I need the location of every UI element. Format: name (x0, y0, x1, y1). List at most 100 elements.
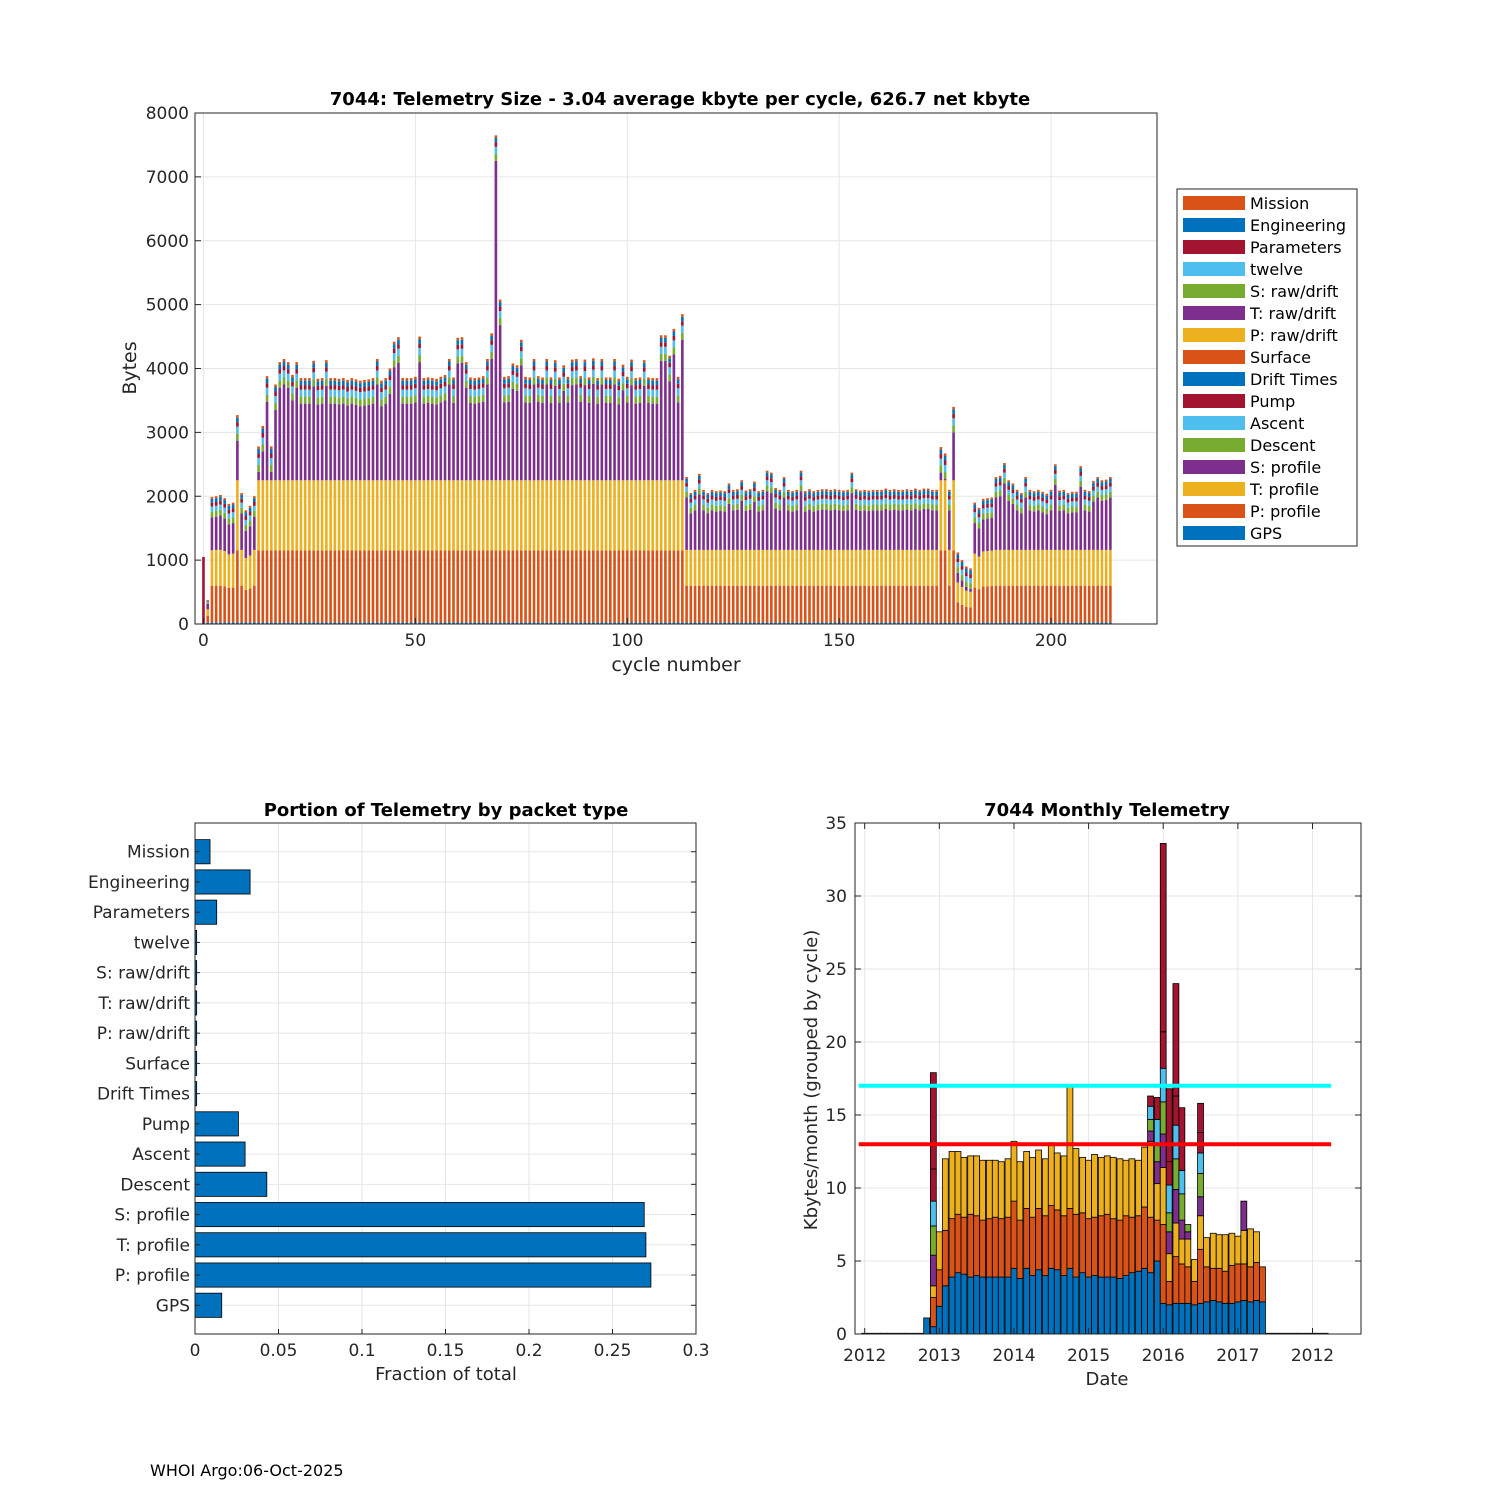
bar-segment (630, 371, 633, 379)
month-bar-segment (1072, 1276, 1080, 1335)
bar-segment (536, 387, 540, 395)
bar-segment (960, 562, 964, 566)
bar-segment (901, 489, 905, 492)
bar-segment (261, 444, 265, 452)
bar-segment (867, 490, 871, 493)
bar-segment (363, 550, 366, 623)
bar-segment (583, 385, 587, 481)
bar-segment (863, 489, 866, 492)
month-bar-segment (1197, 1102, 1204, 1133)
x-tick-label: 50 (405, 631, 427, 651)
bar-segment (753, 585, 756, 623)
bar-segment (791, 500, 794, 506)
month-bar-segment (1085, 1276, 1092, 1335)
bar-segment (672, 340, 676, 348)
bar-segment (871, 585, 875, 623)
bar-segment (206, 609, 210, 617)
bar-segment (269, 471, 273, 481)
bar-segment (1062, 549, 1066, 586)
bar-segment (380, 622, 383, 624)
bar-segment (405, 396, 409, 404)
bar-segment (613, 361, 616, 366)
bar-segment (655, 385, 659, 390)
bar-segment (342, 480, 345, 551)
month-bar-segment (1128, 1272, 1136, 1335)
bar-segment (621, 364, 625, 368)
bar-segment (892, 489, 896, 492)
bar-segment (363, 387, 366, 392)
bar-segment (1015, 495, 1019, 500)
bar-segment (460, 550, 464, 623)
bar-segment (952, 622, 955, 624)
bar-segment (625, 550, 629, 623)
bar-segment (774, 489, 777, 494)
bar-segment (770, 478, 773, 483)
bar-segment (541, 622, 544, 624)
bar-segment (998, 622, 1002, 624)
month-bar-segment (1159, 1031, 1167, 1069)
bar-segment (575, 550, 578, 623)
bar-segment (964, 568, 968, 573)
bar-segment (778, 495, 782, 500)
bar-segment (431, 622, 434, 624)
bar-segment (1100, 482, 1104, 487)
bar-segment (748, 509, 752, 550)
month-bar-segment (1209, 1232, 1217, 1269)
bar-segment (1041, 491, 1044, 494)
bar-segment (617, 404, 621, 481)
month-bar-segment (1091, 1154, 1098, 1218)
bar-segment (863, 504, 866, 511)
bar-segment (617, 381, 621, 386)
bar-segment (774, 549, 777, 586)
bar-segment (964, 572, 968, 577)
bar-segment (1007, 622, 1010, 624)
bar-segment (1003, 622, 1006, 624)
bar-segment (820, 491, 824, 495)
bar-segment (507, 622, 510, 624)
bar-segment (219, 494, 222, 497)
bar-segment (507, 376, 510, 379)
bar-segment (447, 365, 451, 371)
legend-label: T: profile (1249, 480, 1319, 499)
bar-segment (1028, 549, 1032, 586)
bar-segment (867, 510, 871, 550)
bar-segment (1028, 585, 1032, 623)
month-bar-segment (1215, 1267, 1223, 1303)
bar-segment (723, 585, 727, 623)
month-bar-segment (1041, 1158, 1049, 1217)
bar-segment (871, 489, 875, 492)
bar-segment (803, 505, 807, 512)
bar-segment (236, 417, 239, 423)
bar-segment (977, 622, 981, 624)
bar-segment (630, 378, 633, 386)
bar-segment (566, 395, 570, 403)
bar-segment (778, 622, 782, 624)
bar-segment (308, 550, 311, 623)
bar-segment (1020, 502, 1023, 508)
bar-segment (371, 389, 375, 397)
bar-segment (1020, 549, 1023, 586)
bar-segment (257, 480, 260, 551)
bar-segment (401, 550, 404, 623)
bar-segment (613, 377, 616, 385)
month-bar-segment (930, 1297, 937, 1328)
bar-segment (782, 549, 786, 586)
bar-segment (342, 378, 345, 381)
bar-segment (875, 504, 879, 511)
bar-segment (1070, 491, 1074, 494)
bar-segment (231, 502, 235, 505)
y-tick-label: Mission (127, 843, 190, 863)
bar-segment (952, 550, 955, 623)
bar-segment (1100, 494, 1104, 501)
bar-segment (833, 549, 837, 586)
bar-segment (621, 367, 625, 372)
bar-segment (825, 489, 828, 492)
bar-segment (515, 383, 519, 391)
bar-segment (329, 389, 332, 397)
bar-segment (265, 383, 269, 388)
bar-segment (350, 380, 354, 386)
bar-segment (969, 568, 972, 571)
bar-segment (935, 499, 938, 505)
bar-segment (1007, 500, 1010, 550)
